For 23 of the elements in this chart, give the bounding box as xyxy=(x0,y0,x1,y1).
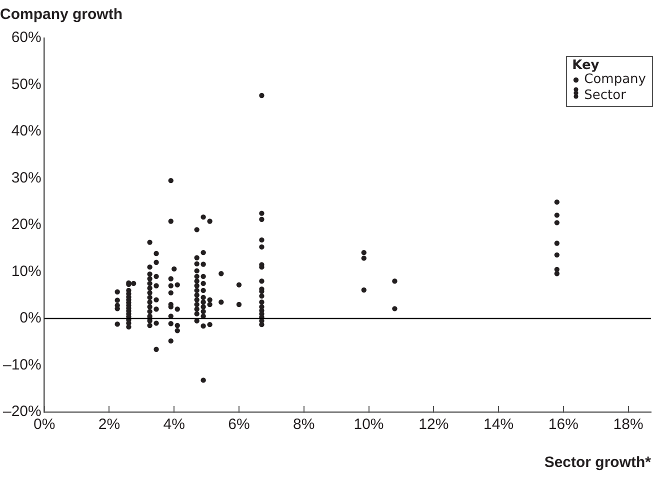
y-tick-label: 60% xyxy=(11,29,42,46)
x-tick-label: 14% xyxy=(484,416,514,434)
y-tick-label: 0% xyxy=(20,310,42,327)
annotation: Sector xyxy=(583,87,627,103)
x-tick-label: 2% xyxy=(98,416,120,434)
x-tick-label: 16% xyxy=(548,416,578,434)
y-tick-label: 30% xyxy=(11,169,42,186)
x-tick-label: 18% xyxy=(613,416,644,434)
y-tick-label: 40% xyxy=(11,122,42,140)
y-tick-label: –10% xyxy=(2,356,42,374)
x-tick-label: 0% xyxy=(34,416,56,434)
y-tick-label: 50% xyxy=(11,76,42,93)
y-tick-label: 10% xyxy=(11,262,42,280)
legend-title: Key xyxy=(572,58,600,73)
x-tick-label: 12% xyxy=(418,416,449,434)
legend-label: Company xyxy=(583,72,646,87)
y-tick-label: 20% xyxy=(11,216,42,234)
x-tick-label: 8% xyxy=(293,416,315,434)
x-tick-label: 10% xyxy=(354,416,384,434)
y-axis-title: Company growth xyxy=(0,6,122,24)
x-tick-label: 4% xyxy=(163,416,185,434)
x-axis-title: Sector growth* xyxy=(544,454,652,472)
x-tick-label: 6% xyxy=(228,416,250,434)
